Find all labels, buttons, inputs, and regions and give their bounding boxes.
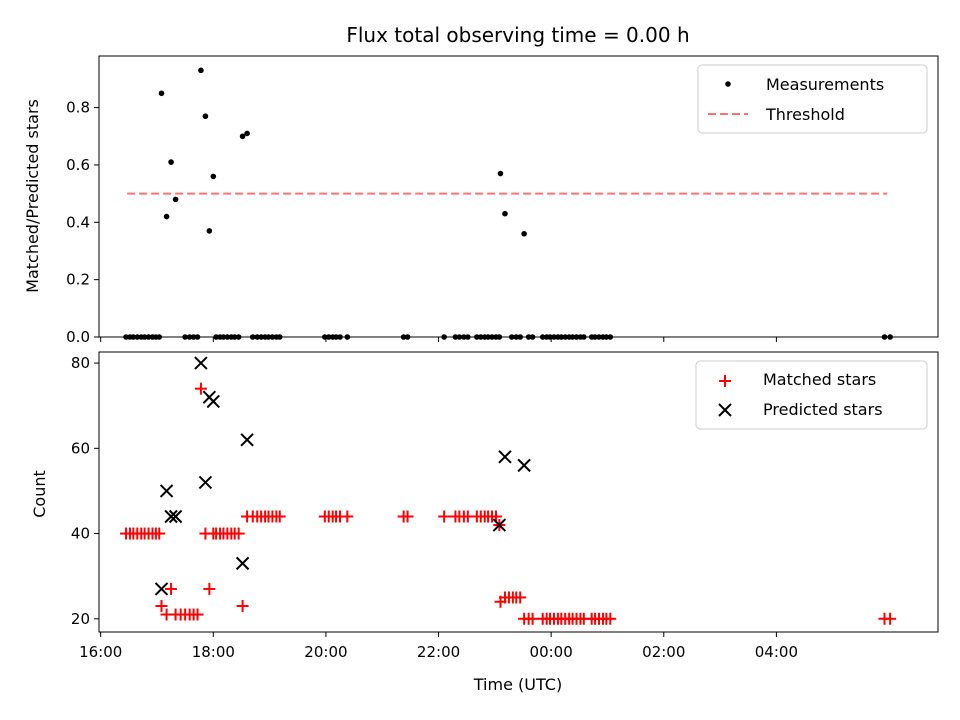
- bottom-x-tick-label: 16:00: [79, 643, 122, 661]
- bottom-legend-box: [695, 360, 928, 430]
- threshold-legend-label: Threshold: [765, 105, 845, 124]
- predicted-star-stroke-b: [235, 556, 250, 571]
- bottom-y-tick-label: 20: [71, 610, 90, 628]
- top-y-tick-label: 0.8: [66, 99, 90, 117]
- bottom-legend: Matched stars Predicted stars: [695, 360, 928, 430]
- matched-star-point: [191, 608, 204, 621]
- predicted-star-point: [498, 450, 512, 464]
- predicted-star-stroke-b: [168, 509, 183, 524]
- chart-title: Flux total observing time = 0.00 h: [346, 23, 689, 47]
- bottom-panel: Count Time (UTC) 20 40 60 80 16:00 18:00 20:0…: [30, 351, 939, 694]
- measurement-point: [198, 67, 204, 74]
- top-legend: Measurements Threshold: [697, 64, 928, 134]
- matched-legend-marker: [719, 375, 731, 387]
- matched-star-point: [884, 612, 897, 625]
- predicted-star-point: [198, 475, 213, 490]
- matched-star-point: [155, 600, 168, 613]
- measurement-point: [206, 228, 213, 234]
- predicted-star-stroke-b: [240, 433, 254, 447]
- matched-star-point: [194, 382, 207, 395]
- predicted-legend-marker: [718, 403, 732, 417]
- matched-star-point: [153, 527, 166, 540]
- matched-legend-label: Matched stars: [763, 370, 876, 389]
- bottom-x-tick-label: 18:00: [192, 643, 235, 661]
- measurement-point: [158, 90, 165, 97]
- bottom-x-tick-label: 00:00: [530, 643, 573, 661]
- matched-star-point: [273, 510, 286, 523]
- predicted-star-point: [492, 518, 507, 532]
- predicted-star-point: [164, 509, 178, 524]
- bottom-y-tick-label: 60: [71, 439, 90, 457]
- predicted-star-stroke-b: [154, 582, 169, 596]
- bottom-x-tick-label: 20:00: [304, 643, 347, 661]
- matched-star-point: [165, 582, 178, 595]
- predicted-star-point: [240, 433, 254, 447]
- measurement-point: [239, 133, 246, 140]
- bottom-y-axis-label: Count: [30, 470, 49, 518]
- predicted-legend-label: Predicted stars: [763, 400, 883, 419]
- predicted-star-point: [206, 394, 221, 409]
- top-y-tick-label: 0.4: [66, 213, 90, 231]
- matched-star-point: [604, 612, 617, 625]
- bottom-y-ticks: 20 40 60 80: [71, 354, 99, 628]
- measurement-point: [244, 130, 250, 137]
- measurement-point: [210, 173, 217, 180]
- top-axes-frame: [98, 55, 939, 338]
- bottom-y-tick-label: 40: [71, 525, 90, 543]
- top-y-tick-label: 0.6: [66, 156, 90, 174]
- measurement-point: [163, 213, 170, 220]
- predicted-star-point: [235, 556, 250, 571]
- measurement-point: [168, 159, 174, 165]
- predicted-star-point: [517, 458, 531, 473]
- measurement-point: [172, 196, 179, 203]
- measurements-legend-marker: [725, 81, 731, 87]
- matched-star-point: [514, 591, 527, 604]
- bottom-x-ticks: 16:00 18:00 20:00 22:00 00:00 02:00 04:00: [79, 632, 798, 661]
- matched-stars-points: [120, 382, 897, 625]
- bottom-x-tick-label: 22:00: [417, 643, 460, 661]
- predicted-star-point: [194, 356, 208, 370]
- predicted-stars-points: [154, 356, 531, 596]
- bottom-axes-frame: [98, 351, 939, 633]
- predicted-star-stroke-b: [492, 518, 507, 532]
- predicted-star-stroke-b: [206, 394, 221, 409]
- matched-star-point: [232, 527, 245, 540]
- matched-star-point: [438, 510, 451, 523]
- top-panel: Flux total observing time = 0.00 h Match…: [23, 23, 939, 346]
- predicted-star-point: [154, 582, 169, 596]
- matched-star-point: [203, 582, 216, 595]
- x-axis-label: Time (UTC): [473, 675, 562, 694]
- measurements-legend-label: Measurements: [766, 75, 884, 94]
- predicted-star-stroke-b: [194, 356, 208, 370]
- top-y-axis-label: Matched/Predicted stars: [23, 99, 42, 293]
- bottom-y-tick-label: 80: [71, 354, 90, 372]
- predicted-star-stroke-b: [517, 458, 531, 473]
- bottom-x-tick-label: 02:00: [642, 643, 685, 661]
- bottom-x-tick-label: 04:00: [755, 643, 798, 661]
- top-y-tick-label: 0.2: [66, 271, 90, 289]
- matched-star-point: [401, 510, 414, 523]
- predicted-star-stroke-b: [159, 484, 174, 498]
- top-y-tick-label: 0.0: [66, 328, 90, 346]
- predicted-star-stroke-b: [498, 450, 512, 464]
- matched-star-point: [341, 510, 354, 523]
- top-legend-box: [697, 64, 928, 134]
- matched-star-point: [236, 600, 249, 613]
- measurement-point: [502, 210, 508, 217]
- measurement-point: [521, 230, 527, 237]
- matched-star-point: [526, 612, 539, 625]
- predicted-star-point: [168, 509, 183, 524]
- top-y-ticks: 0.0 0.2 0.4 0.6 0.8: [66, 99, 99, 346]
- predicted-star-stroke-b: [198, 475, 213, 490]
- predicted-star-stroke-b: [164, 509, 178, 524]
- predicted-star-point: [159, 484, 174, 498]
- measurement-point: [497, 170, 504, 177]
- measurement-point: [202, 113, 209, 120]
